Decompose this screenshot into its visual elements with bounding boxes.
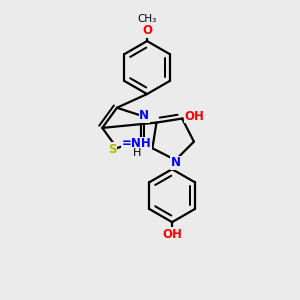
Text: OH: OH: [162, 228, 182, 241]
Text: S: S: [108, 143, 117, 156]
Text: CH₃: CH₃: [137, 14, 157, 24]
Text: O: O: [142, 24, 152, 37]
Text: OH: OH: [184, 110, 204, 123]
Text: H: H: [133, 148, 141, 158]
Text: N: N: [170, 157, 181, 169]
Text: N: N: [139, 109, 149, 122]
Text: =NH: =NH: [121, 137, 151, 150]
